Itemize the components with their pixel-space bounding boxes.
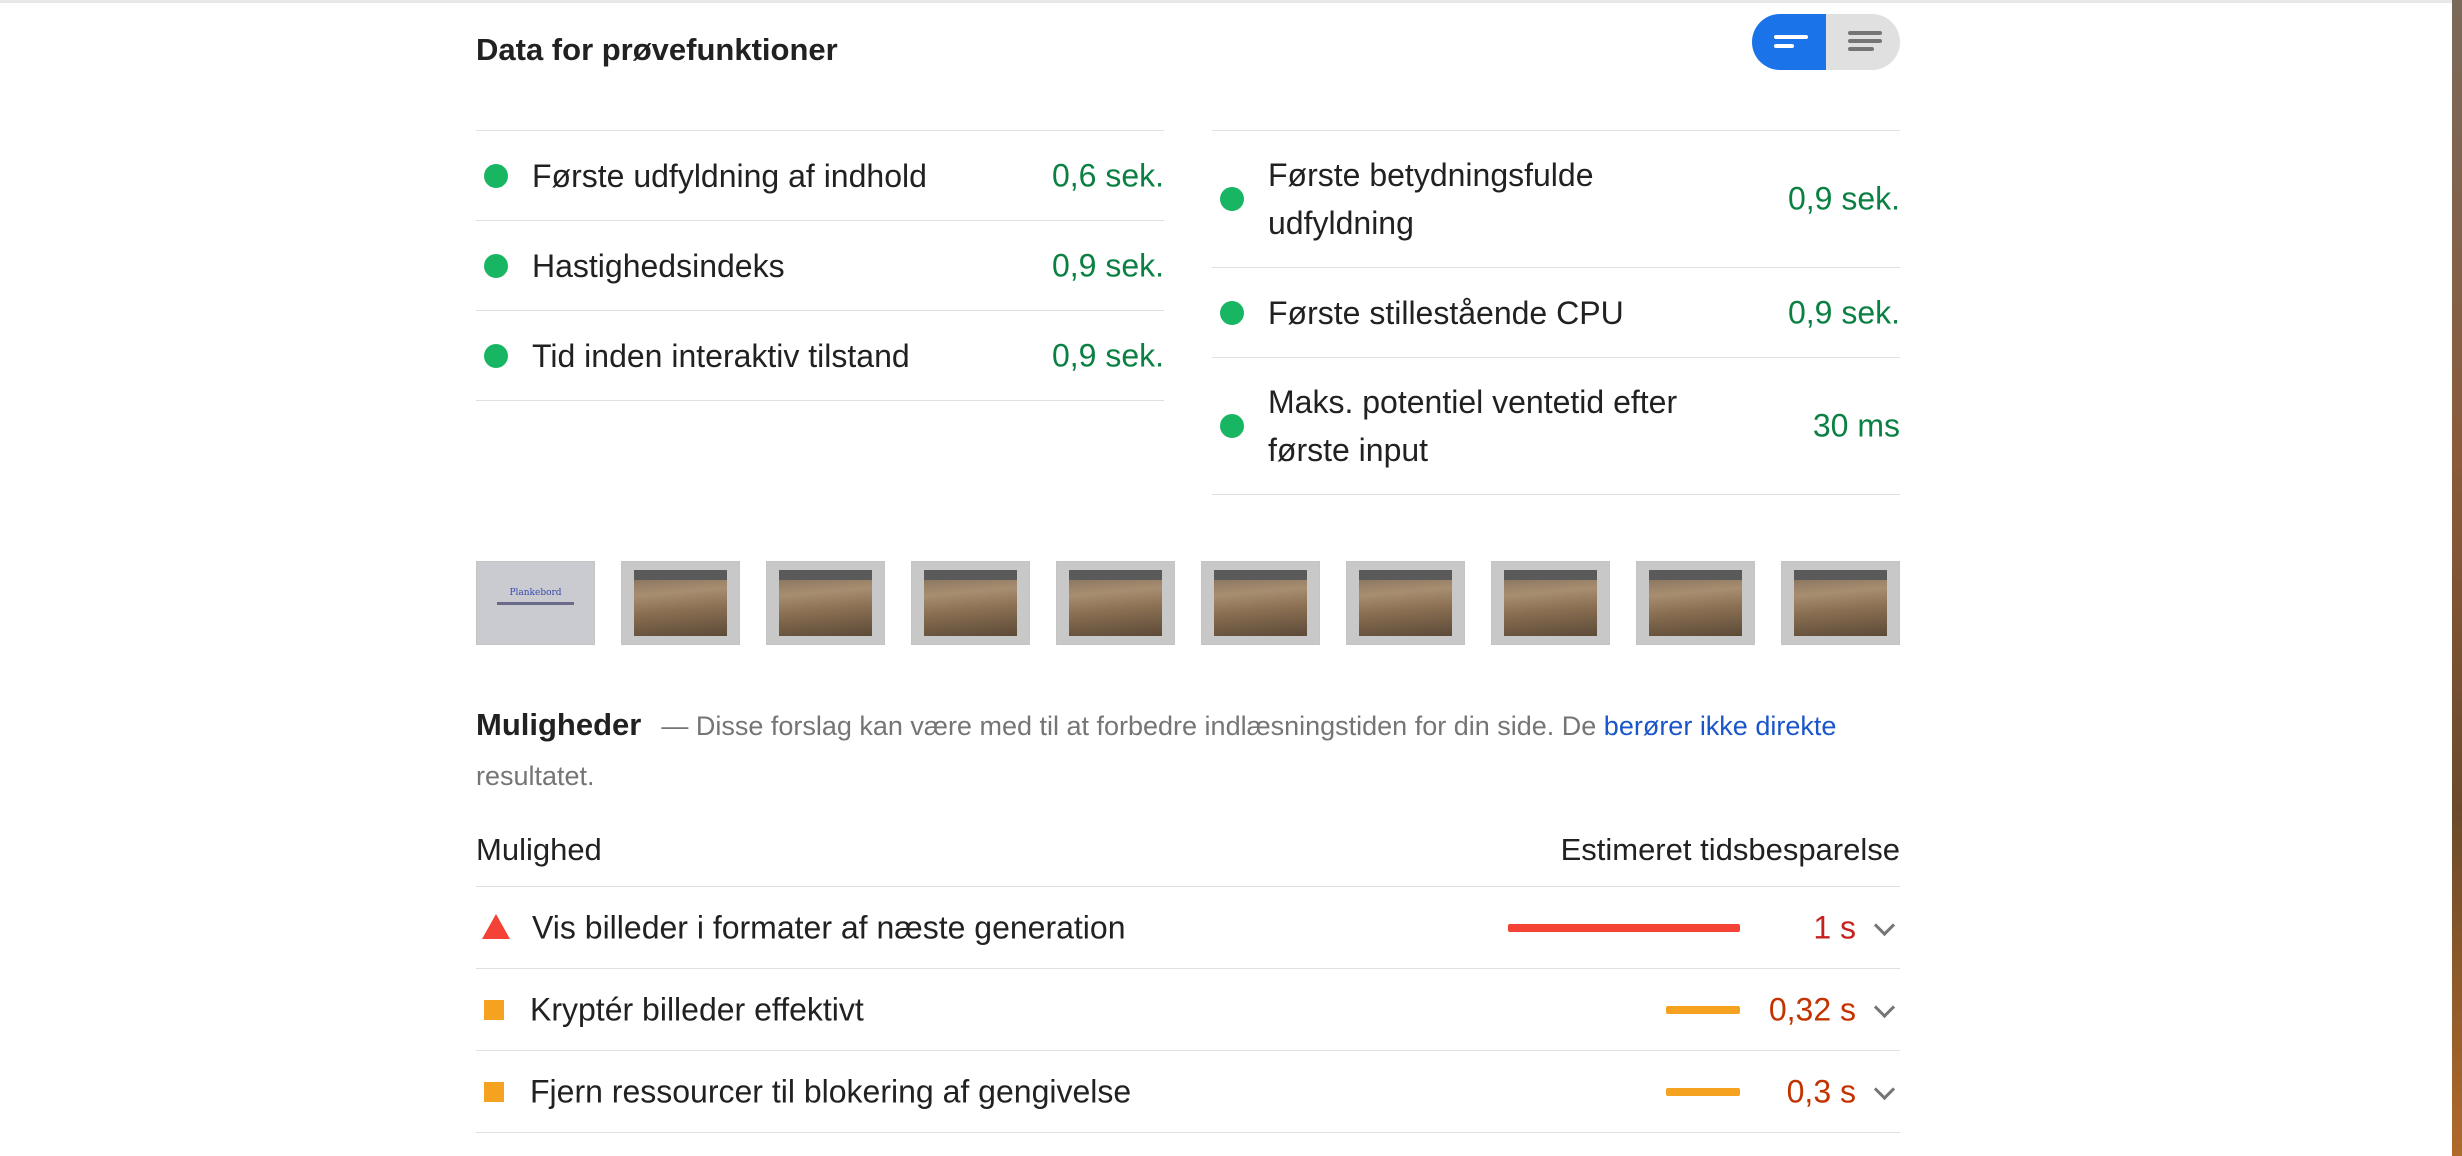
section-title: Data for prøvefunktioner — [476, 32, 838, 67]
window-edge — [2452, 0, 2462, 1156]
metrics-column-left: Første udfyldning af indhold 0,6 sek. Ha… — [476, 130, 1164, 401]
filmstrip-frame — [621, 561, 740, 645]
filmstrip-frame — [766, 561, 885, 645]
frame-thumbnail — [1794, 570, 1887, 636]
chevron-down-icon[interactable] — [1873, 996, 1896, 1018]
metric-value: 0,6 sek. — [1051, 157, 1164, 193]
metric-label: Hastighedsindeks — [532, 247, 785, 284]
filmstrip-frame — [1781, 561, 1900, 645]
filmstrip-frame — [1201, 561, 1320, 645]
metric-value: 0,9 sek. — [1787, 294, 1900, 330]
pass-dot-icon — [1220, 187, 1244, 211]
metric-value: 0,9 sek. — [1051, 247, 1164, 283]
opportunities-description: — Disse forslag kan være med til at forb… — [661, 711, 1604, 741]
metric-item: Første betydningsfulde udfyldning 0,9 se… — [1212, 131, 1900, 268]
chevron-down-icon[interactable] — [1873, 914, 1896, 936]
average-square-icon — [484, 1081, 504, 1102]
frame-thumbnail — [1649, 570, 1742, 636]
list-icon — [1848, 31, 1882, 53]
savings-bar — [1666, 1005, 1740, 1014]
metric-value: 30 ms — [1812, 407, 1900, 444]
pass-dot-icon — [484, 253, 508, 278]
savings-value: 0,32 s — [1768, 991, 1856, 1027]
pass-dot-icon — [1220, 414, 1244, 438]
metric-item: Første udfyldning af indhold 0,6 sek. — [476, 131, 1164, 221]
top-divider — [0, 0, 2452, 3]
metric-value: 0,9 sek. — [1051, 337, 1164, 373]
filmstrip-frame — [1636, 561, 1755, 645]
section-header: Data for prøvefunktioner — [476, 14, 1900, 70]
average-square-icon — [484, 999, 504, 1020]
frame-thumbnail — [1069, 570, 1162, 636]
frame-page-title: Plankebord — [509, 588, 562, 598]
opportunities-title: Muligheder — [476, 707, 642, 742]
lines-icon — [1774, 31, 1808, 53]
pass-dot-icon — [484, 343, 508, 368]
savings-bar — [1508, 923, 1740, 932]
opportunities-header: Muligheder — Disse forslag kan være med t… — [476, 700, 1900, 801]
frame-page-subtitle — [497, 602, 574, 605]
filmstrip: Plankebord — [476, 561, 1900, 645]
opportunities-description-end: resultatet. — [476, 761, 595, 791]
metric-item: Hastighedsindeks 0,9 sek. — [476, 221, 1164, 311]
frame-thumbnail — [779, 570, 872, 636]
pass-dot-icon — [1220, 300, 1244, 325]
metric-label: Første betydningsfulde udfyldning — [1268, 157, 1594, 241]
metric-item: Første stillestående CPU 0,9 sek. — [1212, 268, 1900, 358]
metric-item: Maks. potentiel ventetid efter første in… — [1212, 358, 1900, 495]
filmstrip-frame: Plankebord — [476, 561, 595, 645]
frame-thumbnail — [634, 570, 727, 636]
savings-value: 1 s — [1813, 909, 1856, 945]
chevron-down-icon[interactable] — [1873, 1078, 1896, 1100]
filmstrip-frame — [1491, 561, 1610, 645]
compact-view-button[interactable] — [1752, 14, 1826, 70]
filmstrip-frame — [911, 561, 1030, 645]
pass-dot-icon — [484, 163, 508, 188]
opportunity-row[interactable]: Kryptér billeder effektivt 0,32 s — [476, 969, 1900, 1051]
frame-thumbnail — [1214, 570, 1307, 636]
metric-value: 0,9 sek. — [1787, 180, 1900, 217]
savings-value: 0,3 s — [1786, 1073, 1856, 1109]
filmstrip-frame — [1346, 561, 1465, 645]
expanded-view-button[interactable] — [1826, 14, 1900, 70]
filmstrip-frame — [1056, 561, 1175, 645]
opportunity-label: Kryptér billeder effektivt — [530, 991, 864, 1027]
metrics-column-right: Første betydningsfulde udfyldning 0,9 se… — [1212, 130, 1900, 495]
column-header-opportunity: Mulighed — [476, 832, 602, 867]
opportunity-row[interactable]: Vis billeder i formater af næste generat… — [476, 887, 1900, 969]
opportunity-label: Fjern ressourcer til blokering af gengiv… — [530, 1073, 1132, 1109]
frame-thumbnail — [1359, 570, 1452, 636]
metric-item: Tid inden interaktiv tilstand 0,9 sek. — [476, 311, 1164, 401]
metric-label: Første udfyldning af indhold — [532, 157, 927, 194]
column-header-savings: Estimeret tidsbesparelse — [1560, 832, 1900, 867]
metric-label: Maks. potentiel ventetid efter første in… — [1268, 384, 1678, 468]
view-toggle[interactable] — [1752, 14, 1900, 70]
opportunities-table-header: Mulighed Estimeret tidsbesparelse — [476, 826, 1900, 887]
scoring-info-link[interactable]: berører ikke direkte — [1603, 711, 1837, 741]
opportunity-row[interactable]: Fjern ressourcer til blokering af gengiv… — [476, 1051, 1900, 1133]
frame-thumbnail — [1504, 570, 1597, 636]
savings-bar — [1666, 1087, 1740, 1096]
metric-label: Første stillestående CPU — [1268, 294, 1624, 331]
warning-triangle-icon — [482, 913, 510, 939]
opportunity-label: Vis billeder i formater af næste generat… — [532, 909, 1126, 945]
metric-label: Tid inden interaktiv tilstand — [532, 337, 910, 374]
frame-thumbnail — [924, 570, 1017, 636]
